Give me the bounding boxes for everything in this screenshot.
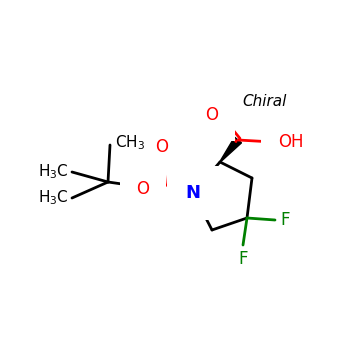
Text: O: O [155,138,168,156]
Text: N: N [186,184,201,202]
Text: F: F [280,211,289,229]
Text: CH$_3$: CH$_3$ [115,134,145,152]
Text: Chiral: Chiral [243,94,287,110]
Text: OH: OH [278,133,303,151]
Text: O: O [205,106,218,124]
Text: H$_3$C: H$_3$C [38,189,69,207]
Text: F: F [238,250,248,268]
Text: O: O [136,180,149,198]
Polygon shape [220,137,242,162]
Text: H$_3$C: H$_3$C [38,163,69,181]
